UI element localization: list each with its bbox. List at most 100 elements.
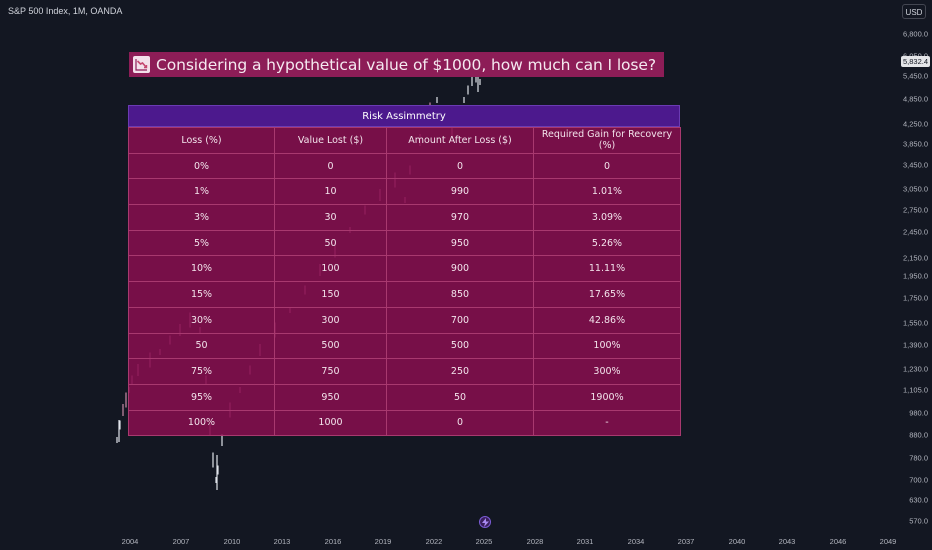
- table-cell: 10: [274, 178, 387, 206]
- table-cell: 300%: [533, 358, 681, 385]
- price-tick: 4,850.0: [902, 94, 928, 104]
- table-cell: 750: [274, 358, 387, 385]
- table-cell: 500: [386, 332, 534, 360]
- price-tick: 570.0: [909, 516, 928, 526]
- table-cell: 0: [533, 152, 681, 180]
- table-cell: 100: [274, 255, 387, 283]
- column-header: Loss (%): [128, 127, 275, 154]
- table-header-row: Loss (%) Value Lost ($) Amount After Los…: [128, 127, 681, 154]
- table-cell: 0%: [128, 152, 275, 180]
- table-cell: 950: [274, 383, 387, 411]
- price-tick: 1,750.0: [902, 293, 928, 303]
- time-tick: 2028: [526, 537, 544, 546]
- table-cell: 15%: [128, 281, 275, 308]
- table-cell: 3.09%: [533, 204, 681, 231]
- table-cell: 100%: [128, 409, 275, 437]
- table-row: 95% 950 50 1900%: [128, 383, 681, 411]
- table-cell: 3%: [128, 204, 275, 231]
- column-header: Value Lost ($): [274, 127, 387, 154]
- time-tick: 2046: [829, 537, 847, 546]
- time-axis[interactable]: 2004 2007 2010 2013 2016 2019 2022 2025 …: [0, 530, 897, 550]
- price-tick: 1,550.0: [902, 318, 928, 328]
- table-cell: 0: [386, 409, 534, 437]
- column-header: Required Gain for Recovery (%): [533, 127, 681, 154]
- table-cell: 970: [386, 204, 534, 231]
- price-tick: 780.0: [909, 453, 928, 463]
- table-cell: 250: [386, 358, 534, 385]
- price-tick: 3,850.0: [902, 139, 928, 149]
- time-tick: 2007: [172, 537, 190, 546]
- currency-button[interactable]: USD: [902, 4, 926, 19]
- table-cell: 300: [274, 306, 387, 334]
- time-tick: 2049: [879, 537, 897, 546]
- risk-table-grid: Loss (%) Value Lost ($) Amount After Los…: [128, 127, 681, 437]
- price-tick: 2,750.0: [902, 205, 928, 215]
- table-row: 5% 50 950 5.26%: [128, 229, 681, 257]
- table-row: 50 500 500 100%: [128, 332, 681, 360]
- table-cell: 900: [386, 255, 534, 283]
- time-tick: 2022: [425, 537, 443, 546]
- price-tick: 5,450.0: [902, 71, 928, 81]
- lightning-icon[interactable]: [479, 516, 491, 528]
- time-tick: 2034: [627, 537, 645, 546]
- table-row: 1% 10 990 1.01%: [128, 178, 681, 206]
- time-tick: 2004: [121, 537, 139, 546]
- time-tick: 2019: [374, 537, 392, 546]
- price-tick: 1,230.0: [902, 364, 928, 374]
- time-tick: 2013: [273, 537, 291, 546]
- price-tick: 4,250.0: [902, 119, 928, 129]
- headline-text: Considering a hypothetical value of $100…: [156, 55, 656, 74]
- table-cell: 700: [386, 306, 534, 334]
- table-cell: 50: [128, 332, 275, 360]
- price-tick: 1,390.0: [902, 340, 928, 350]
- table-cell: -: [533, 409, 681, 437]
- table-row: 30% 300 700 42.86%: [128, 306, 681, 334]
- table-cell: 850: [386, 281, 534, 308]
- table-row: 3% 30 970 3.09%: [128, 204, 681, 231]
- table-cell: 95%: [128, 383, 275, 411]
- table-cell: 30: [274, 204, 387, 231]
- table-row: 10% 100 900 11.11%: [128, 255, 681, 283]
- price-tick: 2,450.0: [902, 227, 928, 237]
- table-cell: 0: [274, 152, 387, 180]
- time-tick: 2010: [223, 537, 241, 546]
- price-tick: 880.0: [909, 430, 928, 440]
- symbol-title[interactable]: S&P 500 Index, 1M, OANDA: [8, 6, 123, 16]
- table-cell: 1000: [274, 409, 387, 437]
- table-cell: 50: [386, 383, 534, 411]
- price-tick: 700.0: [909, 475, 928, 485]
- price-tick: 6,800.0: [902, 29, 928, 39]
- table-cell: 500: [274, 332, 387, 360]
- headline-banner: Considering a hypothetical value of $100…: [129, 52, 664, 77]
- table-cell: 10%: [128, 255, 275, 283]
- table-title: Risk Assimmetry: [128, 105, 680, 127]
- table-cell: 1%: [128, 178, 275, 206]
- table-cell: 990: [386, 178, 534, 206]
- table-cell: 75%: [128, 358, 275, 385]
- table-cell: 5%: [128, 229, 275, 257]
- time-tick: 2016: [324, 537, 342, 546]
- table-cell: 5.26%: [533, 229, 681, 257]
- table-cell: 17.65%: [533, 281, 681, 308]
- time-tick: 2031: [576, 537, 594, 546]
- price-tick: 1,950.0: [902, 271, 928, 281]
- price-tick: 980.0: [909, 408, 928, 418]
- table-row: 0% 0 0 0: [128, 152, 681, 180]
- table-cell: 100%: [533, 332, 681, 360]
- table-cell: 0: [386, 152, 534, 180]
- time-tick: 2040: [728, 537, 746, 546]
- table-body: 0% 0 0 0 1% 10 990 1.01% 3% 30 970 3.09% 5% 50 950 5.26…: [128, 152, 681, 437]
- table-cell: 1900%: [533, 383, 681, 411]
- column-header: Amount After Loss ($): [386, 127, 534, 154]
- price-axis[interactable]: 6,800.0 6,050.0 5,450.0 4,850.0 4,250.0 …: [896, 0, 932, 530]
- current-price-badge: 5,832.4: [901, 56, 930, 67]
- price-tick: 3,050.0: [902, 184, 928, 194]
- table-row: 15% 150 850 17.65%: [128, 281, 681, 308]
- table-cell: 150: [274, 281, 387, 308]
- table-cell: 11.11%: [533, 255, 681, 283]
- time-tick: 2037: [677, 537, 695, 546]
- table-cell: 30%: [128, 306, 275, 334]
- price-tick: 630.0: [909, 495, 928, 505]
- table-cell: 950: [386, 229, 534, 257]
